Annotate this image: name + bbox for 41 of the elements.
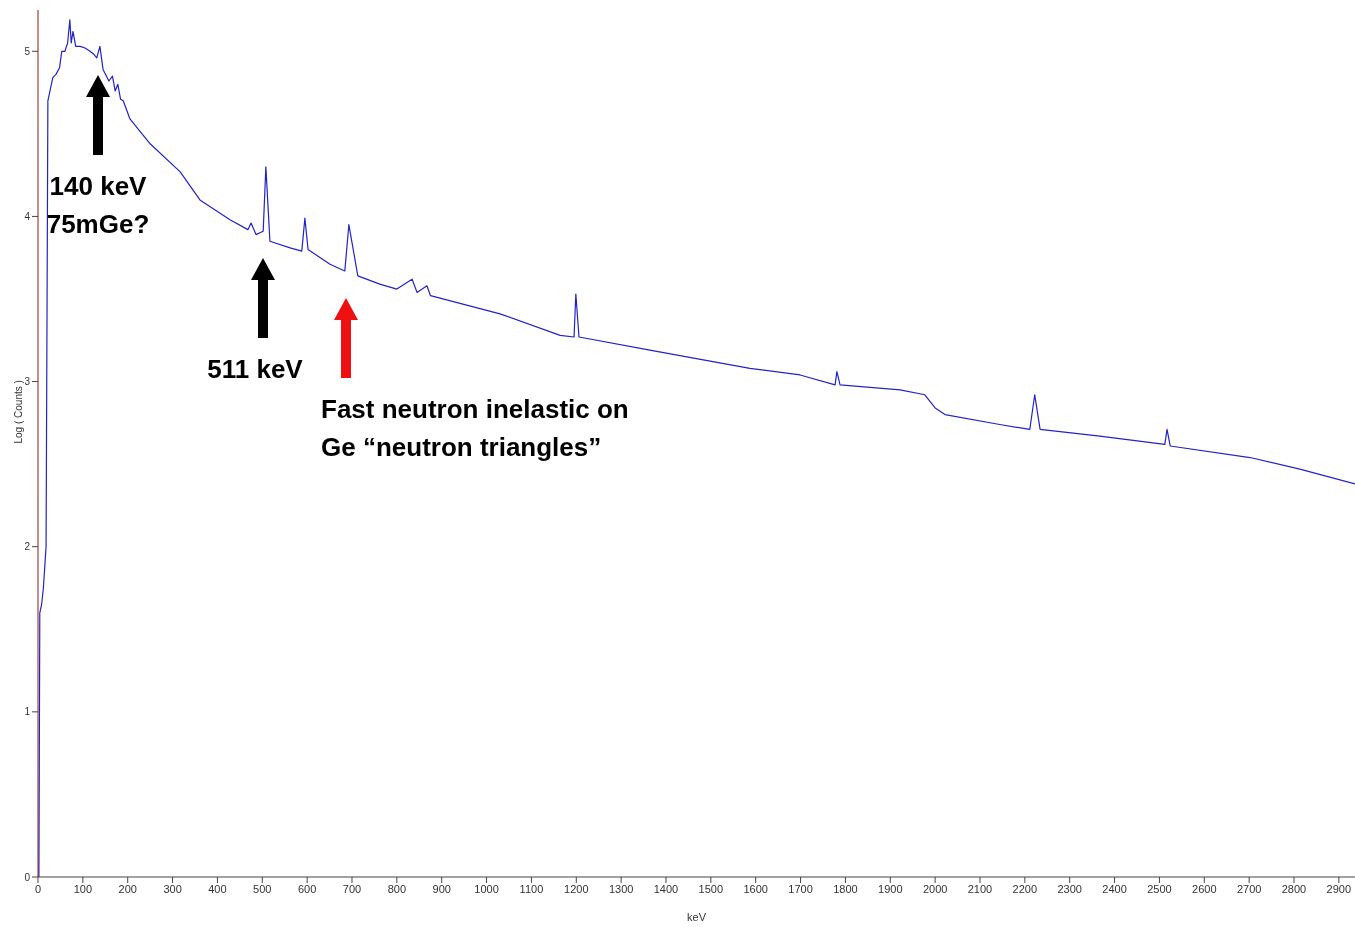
x-tick-label: 1700 <box>788 882 813 895</box>
x-tick-label: 2400 <box>1102 882 1127 895</box>
annotation: 511 keV <box>206 353 304 386</box>
y-axis-title: Log ( Counts ) <box>12 380 24 444</box>
x-tick-label: 0 <box>34 882 42 895</box>
x-tick-label: 2200 <box>1012 882 1038 895</box>
annotation: 140 keV 75mGe? <box>45 170 151 241</box>
x-tick-label: 700 <box>342 882 362 895</box>
annotation: Fast neutron inelastic on Ge “neutron triangles” <box>321 393 630 464</box>
y-tick-label: 0 <box>24 871 31 883</box>
x-tick-label: 1900 <box>878 882 903 895</box>
x-tick-label: 1300 <box>608 882 634 895</box>
x-tick-label: 1000 <box>474 882 499 895</box>
x-axis-title: keV <box>687 911 707 923</box>
x-tick-label: 100 <box>73 882 93 895</box>
x-tick-label: 2800 <box>1281 882 1307 895</box>
x-tick-label: 500 <box>253 882 272 895</box>
y-tick-label: 3 <box>24 376 31 388</box>
x-tick-label: 900 <box>432 882 451 895</box>
x-tick-label: 600 <box>297 882 317 895</box>
x-tick-label: 400 <box>208 882 227 895</box>
x-tick-label: 200 <box>118 882 137 895</box>
x-tick-label: 2900 <box>1326 882 1352 895</box>
x-tick-label: 1100 <box>519 882 544 895</box>
x-tick-label: 2000 <box>922 882 948 895</box>
x-tick-label: 2700 <box>1236 882 1262 895</box>
x-tick-label: 2300 <box>1057 882 1082 895</box>
x-tick-label: 2600 <box>1192 882 1217 895</box>
x-tick-label: 1400 <box>653 882 679 895</box>
x-tick-label: 1600 <box>743 882 768 895</box>
y-tick-label: 2 <box>24 541 31 553</box>
x-tick-label: 1200 <box>564 882 589 895</box>
x-tick-label: 2500 <box>1147 882 1172 895</box>
x-tick-label: 1800 <box>833 882 858 895</box>
y-tick-label: 4 <box>24 210 31 222</box>
x-tick-label: 1500 <box>698 882 724 895</box>
y-tick-label: 5 <box>24 45 31 57</box>
y-tick-label: 1 <box>24 706 31 718</box>
x-tick-label: 800 <box>387 882 407 895</box>
x-tick-label: 2100 <box>967 882 993 895</box>
x-tick-label: 300 <box>163 882 182 895</box>
